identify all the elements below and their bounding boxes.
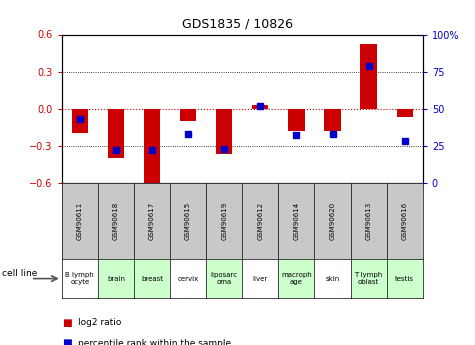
- Bar: [180, 109, 196, 121]
- Bar: [252, 105, 268, 109]
- Bar: [216, 109, 232, 155]
- Text: GSM90618: GSM90618: [113, 202, 119, 240]
- Text: testis: testis: [395, 276, 414, 282]
- Bar: [288, 109, 304, 131]
- Bar: [324, 109, 341, 131]
- Text: liver: liver: [253, 276, 268, 282]
- Text: liposarc
oma: liposarc oma: [210, 272, 238, 285]
- Bar: [361, 45, 377, 109]
- Text: brain: brain: [107, 276, 125, 282]
- Text: cervix: cervix: [178, 276, 199, 282]
- Text: GSM90611: GSM90611: [77, 202, 83, 240]
- Text: GSM90613: GSM90613: [366, 202, 371, 240]
- Text: skin: skin: [325, 276, 340, 282]
- Text: macroph
age: macroph age: [281, 272, 312, 285]
- Bar: [144, 109, 160, 185]
- Text: percentile rank within the sample: percentile rank within the sample: [78, 339, 231, 345]
- Bar: [108, 109, 124, 158]
- Text: GSM90620: GSM90620: [330, 202, 335, 240]
- Text: GSM90619: GSM90619: [221, 202, 227, 240]
- Text: ■: ■: [62, 318, 72, 327]
- Text: B lymph
ocyte: B lymph ocyte: [66, 272, 94, 285]
- Text: GSM90616: GSM90616: [402, 202, 408, 240]
- Text: GSM90615: GSM90615: [185, 202, 191, 240]
- Text: log2 ratio: log2 ratio: [78, 318, 122, 327]
- Text: breast: breast: [141, 276, 163, 282]
- Bar: [397, 109, 413, 117]
- Text: GSM90612: GSM90612: [257, 202, 263, 240]
- Text: T lymph
oblast: T lymph oblast: [354, 272, 383, 285]
- Text: ■: ■: [62, 338, 72, 345]
- Text: GSM90614: GSM90614: [294, 202, 299, 240]
- Bar: [72, 109, 88, 134]
- Text: GDS1835 / 10826: GDS1835 / 10826: [182, 17, 293, 30]
- Text: GSM90617: GSM90617: [149, 202, 155, 240]
- Text: cell line: cell line: [2, 269, 38, 278]
